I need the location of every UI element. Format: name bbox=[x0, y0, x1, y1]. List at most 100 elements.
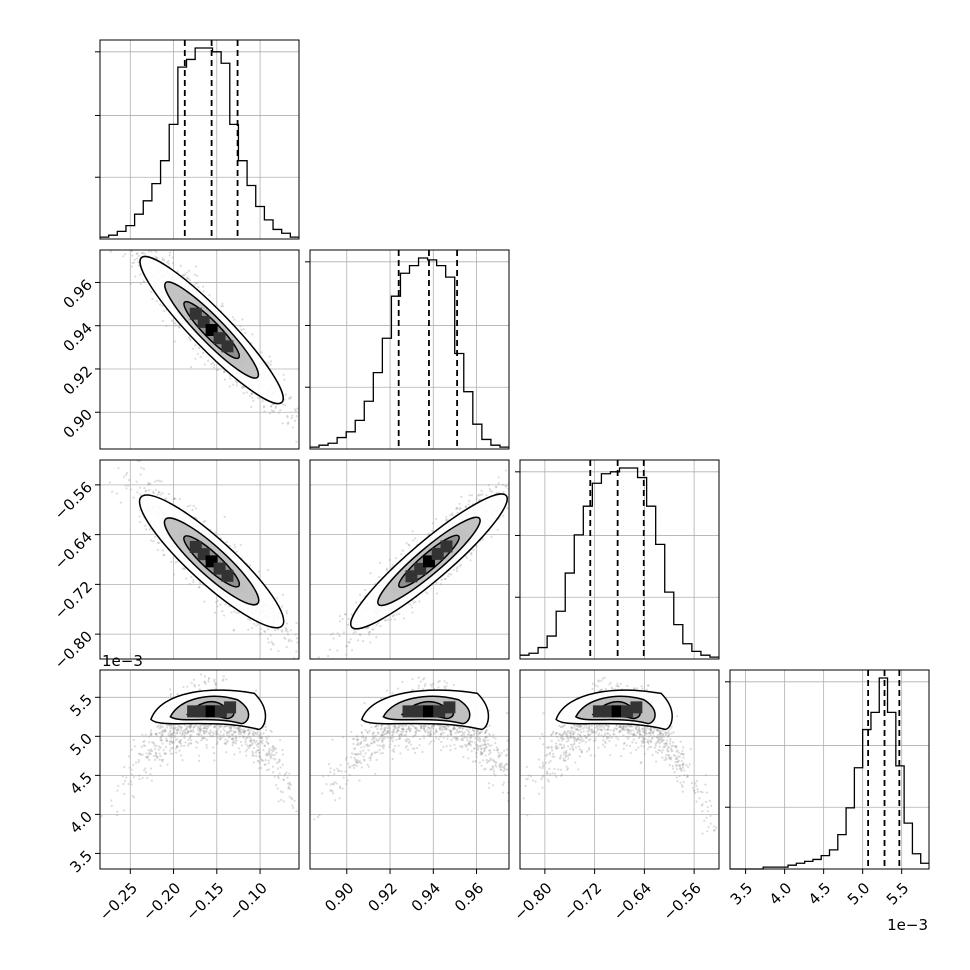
sample-point bbox=[273, 748, 276, 751]
sample-point bbox=[196, 352, 199, 356]
sample-point bbox=[173, 321, 177, 325]
sample-point bbox=[327, 655, 330, 658]
sample-point bbox=[198, 346, 201, 350]
sample-point bbox=[284, 629, 288, 632]
sample-point bbox=[192, 504, 195, 508]
sample-point bbox=[159, 303, 162, 306]
sample-point bbox=[149, 752, 152, 756]
sample-point bbox=[155, 256, 159, 260]
sample-point bbox=[338, 634, 341, 637]
sample-point bbox=[347, 617, 350, 621]
sample-point bbox=[480, 489, 483, 492]
sample-point bbox=[271, 642, 274, 645]
sample-point bbox=[248, 394, 252, 398]
sample-point bbox=[205, 738, 209, 741]
sample-point bbox=[149, 749, 152, 753]
sample-point bbox=[501, 483, 505, 486]
sample-point bbox=[253, 734, 256, 737]
sample-point bbox=[477, 494, 480, 497]
sample-point bbox=[296, 665, 298, 667]
sample-point bbox=[233, 318, 236, 321]
sample-point bbox=[138, 460, 141, 463]
sample-point bbox=[131, 261, 134, 265]
sample-point bbox=[159, 735, 162, 738]
sample-point bbox=[156, 541, 159, 544]
sample-point bbox=[268, 754, 272, 757]
sample-point bbox=[475, 497, 478, 500]
sample-point bbox=[238, 729, 241, 733]
sample-point bbox=[189, 729, 193, 732]
sample-point bbox=[183, 734, 186, 737]
sample-point bbox=[158, 479, 161, 482]
sample-point bbox=[242, 736, 245, 739]
sample-point bbox=[291, 414, 294, 417]
sample-point bbox=[243, 730, 246, 734]
sample-point bbox=[371, 628, 374, 631]
sample-point bbox=[276, 787, 279, 790]
sample-point bbox=[283, 378, 286, 381]
sample-point bbox=[445, 518, 448, 521]
sample-point bbox=[284, 627, 287, 630]
sample-point bbox=[154, 255, 157, 258]
sample-point bbox=[235, 381, 239, 384]
sample-point bbox=[269, 363, 272, 366]
panel-frame bbox=[99, 459, 300, 660]
sample-point bbox=[198, 731, 202, 734]
sample-point bbox=[283, 404, 287, 407]
sample-point bbox=[211, 361, 214, 365]
sample-point bbox=[286, 414, 289, 418]
sample-point bbox=[162, 258, 166, 262]
sample-point bbox=[139, 753, 143, 757]
sample-point bbox=[193, 273, 196, 276]
sample-point bbox=[455, 507, 458, 510]
sample-point bbox=[239, 740, 243, 744]
sample-point bbox=[168, 743, 171, 746]
sample-point bbox=[193, 283, 196, 287]
sample-point bbox=[198, 688, 201, 691]
sample-point bbox=[199, 673, 203, 676]
sample-point bbox=[155, 734, 158, 737]
sample-point bbox=[214, 684, 217, 687]
sample-point bbox=[203, 727, 206, 730]
sample-point bbox=[449, 514, 452, 517]
sample-point bbox=[478, 498, 481, 502]
sample-point bbox=[194, 507, 198, 510]
sample-point bbox=[412, 601, 415, 604]
sample-point bbox=[330, 633, 333, 636]
sample-point bbox=[187, 336, 191, 339]
sample-point bbox=[239, 543, 242, 547]
sample-point bbox=[282, 373, 285, 376]
sample-point bbox=[272, 771, 275, 774]
sample-point bbox=[197, 285, 200, 289]
sample-point bbox=[201, 736, 204, 739]
sample-point bbox=[497, 476, 500, 479]
sample-point bbox=[351, 649, 354, 652]
sample-point bbox=[229, 377, 232, 380]
sample-point bbox=[92, 476, 94, 478]
sample-point bbox=[450, 573, 453, 576]
sample-point bbox=[367, 633, 371, 636]
sample-point bbox=[212, 746, 215, 749]
sample-point bbox=[77, 189, 79, 191]
sample-point bbox=[180, 734, 183, 737]
sample-point bbox=[173, 734, 176, 737]
sample-point bbox=[535, 479, 537, 481]
sample-point bbox=[257, 396, 260, 400]
sample-point bbox=[456, 507, 459, 510]
sample-point bbox=[361, 640, 365, 643]
sample-point bbox=[369, 641, 372, 644]
sample-point bbox=[276, 597, 279, 600]
sample-point bbox=[217, 368, 220, 371]
sample-point bbox=[159, 739, 162, 742]
sample-point bbox=[277, 411, 281, 414]
sample-point bbox=[213, 759, 216, 762]
sample-point bbox=[233, 726, 236, 729]
sample-point bbox=[251, 754, 254, 757]
sample-point bbox=[258, 751, 261, 755]
sample-point bbox=[187, 730, 190, 733]
sample-point bbox=[134, 275, 137, 278]
sample-point bbox=[262, 748, 265, 752]
sample-point bbox=[272, 757, 275, 760]
sample-point bbox=[288, 781, 291, 784]
sample-point bbox=[281, 630, 284, 633]
